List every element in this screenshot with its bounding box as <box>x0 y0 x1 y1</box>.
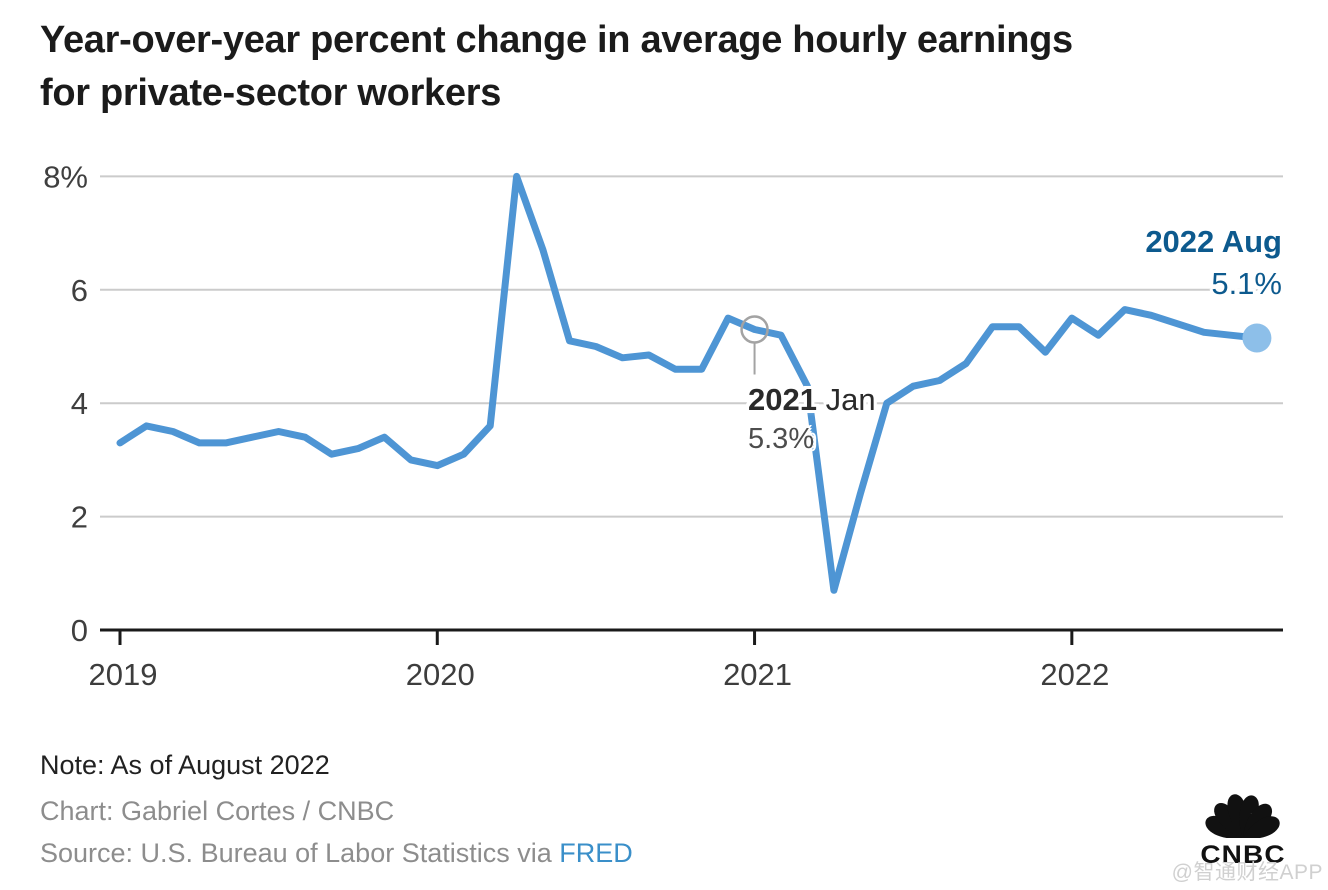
y-tick-label-8: 8% <box>43 159 88 194</box>
y-tick-label-6: 6 <box>71 273 88 308</box>
x-tick-label-2021: 2021 <box>723 657 792 692</box>
cnbc-logo: CNBC <box>1195 792 1291 870</box>
open-circle-marker <box>740 315 769 344</box>
watermark: @智通财经APP <box>1171 861 1323 884</box>
y-tick-label-4: 4 <box>71 386 88 421</box>
annotation-2021-jan-value: 5.3% <box>748 423 815 455</box>
x-tick-label-2019: 2019 <box>89 657 158 692</box>
annotation-2021-jan-label: 2021 Jan <box>748 382 876 418</box>
annotation-2022-aug-label: 2022 Aug <box>1145 224 1282 259</box>
x-tick-label-2020: 2020 <box>406 657 475 692</box>
y-tick-label-2: 2 <box>71 500 88 535</box>
x-tick-label-2022: 2022 <box>1040 657 1109 692</box>
footer-source-text: Source: U.S. Bureau of Labor Statistics … <box>40 838 560 868</box>
y-tick-label-0: 0 <box>71 613 88 648</box>
chart-title-line2: for private-sector workers <box>40 72 502 114</box>
fred-link[interactable]: FRED <box>559 838 633 868</box>
chart-footer: Note: As of August 2022 Chart: Gabriel C… <box>40 750 633 869</box>
annotation-2022-aug: 2022 Aug 5.1% <box>1145 224 1282 302</box>
footer-source: Source: U.S. Bureau of Labor Statistics … <box>40 838 633 869</box>
earnings-line <box>116 172 1261 594</box>
annotation-2021-jan: 2021 Jan 5.3% <box>748 382 876 456</box>
chart-title: Year-over-year percent change in average… <box>40 14 1073 120</box>
annotation-month: Jan <box>825 382 876 417</box>
annotation-year: 2021 <box>748 382 817 417</box>
footer-credit: Chart: Gabriel Cortes / CNBC <box>40 796 395 826</box>
cnbc-peacock-icon <box>1205 794 1280 839</box>
annotation-2022-aug-value: 5.1% <box>1211 266 1282 301</box>
chart-title-line1: Year-over-year percent change in average… <box>40 19 1073 61</box>
cnbc-wordmark: CNBC <box>1200 841 1286 869</box>
footer-note: Note: As of August 2022 <box>40 750 330 780</box>
end-point-marker <box>1242 323 1272 353</box>
